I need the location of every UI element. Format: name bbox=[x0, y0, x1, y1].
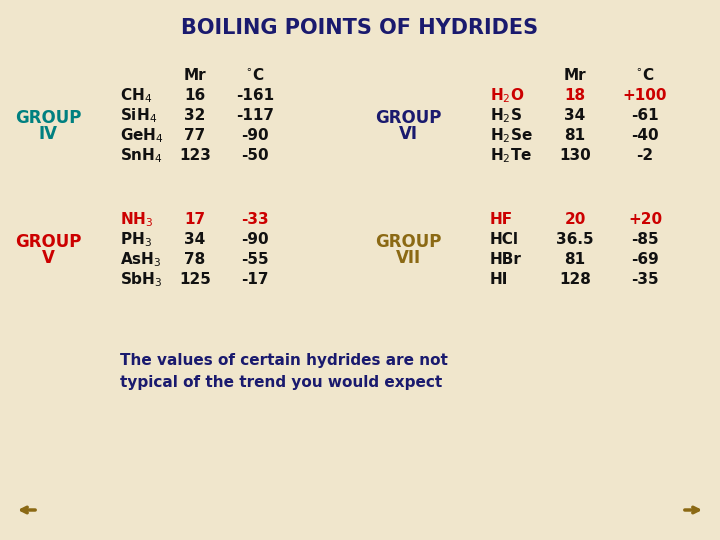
Text: -2: -2 bbox=[636, 148, 654, 164]
Text: +100: +100 bbox=[623, 89, 667, 104]
Text: -50: -50 bbox=[241, 148, 269, 164]
Text: IV: IV bbox=[38, 125, 58, 143]
Text: -161: -161 bbox=[236, 89, 274, 104]
Text: HF: HF bbox=[490, 213, 513, 227]
Text: H$_2$Te: H$_2$Te bbox=[490, 147, 532, 165]
Text: -35: -35 bbox=[631, 273, 659, 287]
Text: +20: +20 bbox=[628, 213, 662, 227]
Text: VII: VII bbox=[395, 249, 420, 267]
Text: -17: -17 bbox=[241, 273, 269, 287]
Text: NH$_3$: NH$_3$ bbox=[120, 211, 153, 229]
Text: HI: HI bbox=[490, 273, 508, 287]
Text: 32: 32 bbox=[184, 109, 206, 124]
Text: -40: -40 bbox=[631, 129, 659, 144]
Text: PH$_3$: PH$_3$ bbox=[120, 231, 152, 249]
Text: SbH$_3$: SbH$_3$ bbox=[120, 271, 163, 289]
Text: V: V bbox=[42, 249, 55, 267]
Text: SiH$_4$: SiH$_4$ bbox=[120, 106, 157, 125]
Text: H$_2$Se: H$_2$Se bbox=[490, 127, 533, 145]
Text: 128: 128 bbox=[559, 273, 591, 287]
Text: -90: -90 bbox=[241, 129, 269, 144]
Text: -55: -55 bbox=[241, 253, 269, 267]
Text: 16: 16 bbox=[184, 89, 206, 104]
Text: H$_2$O: H$_2$O bbox=[490, 86, 524, 105]
Text: 36.5: 36.5 bbox=[556, 233, 594, 247]
Text: typical of the trend you would expect: typical of the trend you would expect bbox=[120, 375, 442, 389]
Text: 77: 77 bbox=[184, 129, 206, 144]
Text: $^{\circ}$C: $^{\circ}$C bbox=[635, 67, 654, 83]
Text: 130: 130 bbox=[559, 148, 591, 164]
Text: -117: -117 bbox=[236, 109, 274, 124]
Text: 18: 18 bbox=[564, 89, 585, 104]
Text: 34: 34 bbox=[184, 233, 206, 247]
Text: 34: 34 bbox=[564, 109, 585, 124]
Text: -61: -61 bbox=[631, 109, 659, 124]
Text: 78: 78 bbox=[184, 253, 206, 267]
Text: GROUP: GROUP bbox=[15, 233, 81, 251]
Text: GROUP: GROUP bbox=[375, 109, 441, 127]
Text: -69: -69 bbox=[631, 253, 659, 267]
Text: VI: VI bbox=[398, 125, 418, 143]
Text: -90: -90 bbox=[241, 233, 269, 247]
Text: 81: 81 bbox=[564, 129, 585, 144]
Text: GROUP: GROUP bbox=[375, 233, 441, 251]
Text: -85: -85 bbox=[631, 233, 659, 247]
Text: SnH$_4$: SnH$_4$ bbox=[120, 147, 163, 165]
Text: GeH$_4$: GeH$_4$ bbox=[120, 127, 164, 145]
Text: HCl: HCl bbox=[490, 233, 519, 247]
Text: BOILING POINTS OF HYDRIDES: BOILING POINTS OF HYDRIDES bbox=[181, 18, 539, 38]
Text: -33: -33 bbox=[241, 213, 269, 227]
Text: HBr: HBr bbox=[490, 253, 522, 267]
Text: $^{\circ}$C: $^{\circ}$C bbox=[246, 67, 265, 83]
Text: The values of certain hydrides are not: The values of certain hydrides are not bbox=[120, 353, 448, 368]
Text: Mr: Mr bbox=[184, 68, 207, 83]
Text: GROUP: GROUP bbox=[15, 109, 81, 127]
Text: AsH$_3$: AsH$_3$ bbox=[120, 251, 162, 269]
Text: 20: 20 bbox=[564, 213, 585, 227]
Text: Mr: Mr bbox=[564, 68, 586, 83]
Text: 123: 123 bbox=[179, 148, 211, 164]
Text: 81: 81 bbox=[564, 253, 585, 267]
Text: 125: 125 bbox=[179, 273, 211, 287]
Text: H$_2$S: H$_2$S bbox=[490, 106, 522, 125]
Text: CH$_4$: CH$_4$ bbox=[120, 86, 152, 105]
Text: 17: 17 bbox=[184, 213, 206, 227]
